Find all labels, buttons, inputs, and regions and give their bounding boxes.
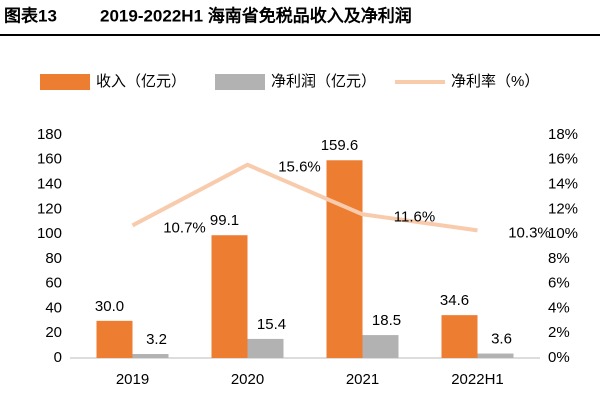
bar — [96, 320, 133, 358]
y-tick-label: 20 — [45, 324, 62, 341]
y-tick-label: 160 — [37, 151, 62, 168]
data-label: 10.7% — [163, 219, 206, 236]
y-tick-label: 40 — [45, 299, 62, 316]
data-label: 159.6 — [321, 137, 359, 154]
y2-tick-label: 10% — [548, 225, 578, 242]
data-label: 34.6 — [440, 292, 469, 309]
data-label: 99.1 — [210, 212, 239, 229]
legend-label: 收入（亿元） — [96, 73, 186, 90]
chart-title: 2019-2022H1 海南省免税品收入及净利润 — [100, 5, 412, 25]
y2-tick-label: 12% — [548, 200, 578, 217]
x-tick-label: 2020 — [231, 371, 264, 388]
y-tick-label: 180 — [37, 126, 62, 143]
x-tick-label: 2021 — [346, 371, 379, 388]
y-tick-label: 120 — [37, 200, 62, 217]
legend-label: 净利率（%） — [451, 73, 539, 90]
data-label: 15.6% — [278, 159, 321, 176]
bar — [441, 315, 478, 358]
y2-tick-label: 8% — [548, 250, 570, 267]
y2-tick-label: 4% — [548, 299, 570, 316]
y2-tick-label: 18% — [548, 126, 578, 143]
bar — [362, 335, 399, 358]
y2-tick-label: 0% — [548, 349, 570, 366]
y2-tick-label: 6% — [548, 275, 570, 292]
y-tick-label: 80 — [45, 250, 62, 267]
bar — [247, 338, 284, 358]
figure-label: 图表13 — [4, 5, 57, 25]
y2-tick-label: 16% — [548, 151, 578, 168]
x-tick-label: 2019 — [116, 371, 149, 388]
data-label: 15.4 — [257, 316, 286, 333]
legend-swatch — [40, 74, 90, 90]
x-tick-label: 2022H1 — [451, 371, 504, 388]
y-tick-label: 0 — [54, 349, 62, 366]
bar — [326, 160, 363, 358]
bar — [132, 354, 169, 358]
data-label: 3.2 — [146, 331, 167, 348]
bar — [477, 353, 514, 358]
legend-swatch — [215, 74, 265, 90]
data-label: 30.0 — [95, 298, 124, 315]
data-label: 18.5 — [372, 312, 401, 329]
legend-label: 净利润（亿元） — [271, 73, 376, 90]
bar — [211, 235, 248, 358]
data-label: 11.6% — [394, 208, 435, 225]
data-label: 10.3% — [508, 224, 551, 241]
y-tick-label: 60 — [45, 275, 62, 292]
line — [131, 162, 478, 233]
y2-tick-label: 14% — [548, 176, 578, 193]
y-tick-label: 100 — [37, 225, 62, 242]
data-label: 3.6 — [491, 331, 512, 348]
y-tick-label: 140 — [37, 176, 62, 193]
y2-tick-label: 2% — [548, 324, 570, 341]
